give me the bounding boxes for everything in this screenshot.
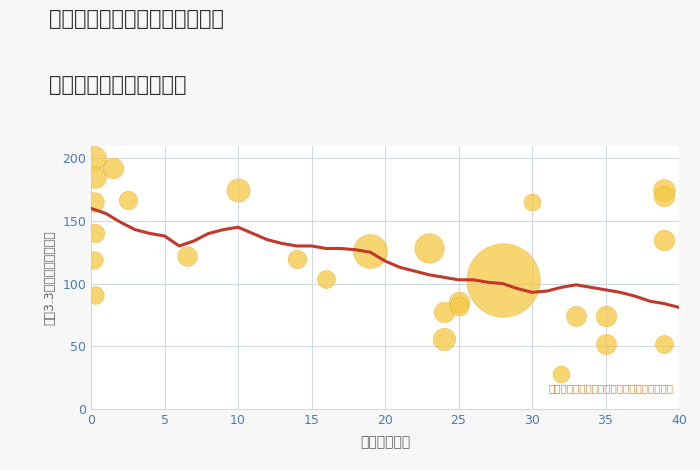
Point xyxy=(232,186,244,193)
Point xyxy=(88,256,99,264)
Point xyxy=(108,164,119,172)
Point xyxy=(600,340,611,347)
Point xyxy=(90,173,101,181)
Text: 愛知県名古屋市中村区名西通の: 愛知県名古屋市中村区名西通の xyxy=(49,9,224,30)
Point xyxy=(88,155,99,162)
Text: 円の大きさは、取引のあった物件面積を示す: 円の大きさは、取引のあった物件面積を示す xyxy=(548,383,673,393)
Point xyxy=(88,198,99,206)
X-axis label: 築年数（年）: 築年数（年） xyxy=(360,435,410,449)
Point xyxy=(90,291,101,298)
Point xyxy=(438,309,449,316)
Point xyxy=(291,255,302,262)
Point xyxy=(570,313,582,320)
Point xyxy=(556,370,567,377)
Point xyxy=(659,186,670,193)
Point xyxy=(497,276,508,283)
Point xyxy=(181,252,192,260)
Point xyxy=(526,198,538,206)
Point xyxy=(453,302,464,310)
Text: 築年数別中古戸建て価格: 築年数別中古戸建て価格 xyxy=(49,75,186,95)
Y-axis label: 坪（3.3㎡）単価（万円）: 坪（3.3㎡）単価（万円） xyxy=(43,230,57,325)
Point xyxy=(90,230,101,237)
Point xyxy=(365,247,376,255)
Point xyxy=(600,313,611,320)
Point xyxy=(122,196,133,204)
Point xyxy=(424,245,435,252)
Point xyxy=(453,298,464,306)
Point xyxy=(659,192,670,200)
Point xyxy=(321,275,332,282)
Point xyxy=(659,340,670,347)
Point xyxy=(659,236,670,243)
Point xyxy=(438,335,449,343)
